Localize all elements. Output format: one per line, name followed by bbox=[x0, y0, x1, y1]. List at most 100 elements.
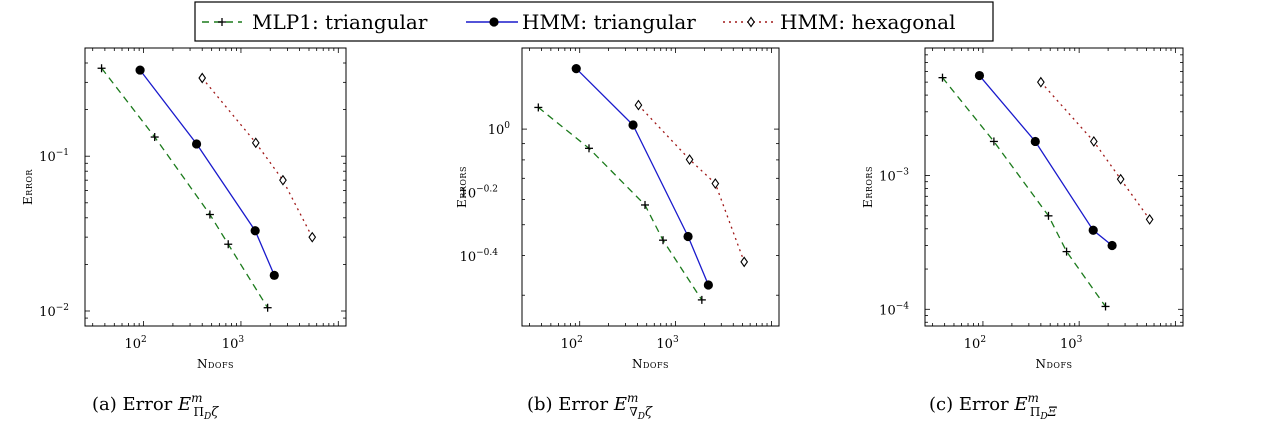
data-point bbox=[205, 210, 214, 219]
series-2 bbox=[571, 64, 713, 290]
data-point bbox=[308, 231, 317, 243]
data-point bbox=[1036, 76, 1045, 88]
series-1 bbox=[97, 64, 272, 312]
caption-3: (c) Error Em ΠDΞ bbox=[929, 391, 1058, 422]
plot-frame bbox=[84, 47, 347, 327]
caption-subsub: D bbox=[203, 412, 211, 422]
caption-subsub: D bbox=[637, 412, 645, 422]
caption-2: (b) Error Em ∇Dζ bbox=[527, 391, 653, 422]
data-point bbox=[1107, 240, 1117, 251]
data-point bbox=[641, 200, 650, 209]
x-tick-label: 103 bbox=[1060, 335, 1083, 352]
caption-subsub: D bbox=[1039, 412, 1047, 422]
data-point bbox=[1101, 302, 1110, 311]
series-line-3 bbox=[1040, 81, 1151, 220]
series-3 bbox=[1036, 76, 1154, 225]
series-line-3 bbox=[201, 77, 313, 238]
y-tick-exp: −4 bbox=[896, 301, 910, 311]
legend: MLP1: triangular HMM: triangular HMM: hexa… bbox=[194, 1, 994, 42]
caption-prefix: (c) Error bbox=[929, 394, 1014, 415]
plot-frame bbox=[924, 47, 1184, 327]
data-point bbox=[1030, 136, 1040, 147]
y-tick-label: 10−0.4 bbox=[460, 248, 499, 265]
data-point bbox=[1062, 247, 1071, 256]
series-line-1 bbox=[941, 77, 1107, 307]
data-point bbox=[279, 174, 287, 186]
data-point bbox=[697, 295, 706, 304]
caption-sup: m bbox=[191, 391, 202, 405]
data-point bbox=[1044, 211, 1053, 220]
legend-entry-3: HMM: hexagonal bbox=[723, 10, 955, 34]
data-point bbox=[974, 70, 985, 81]
data-point bbox=[703, 280, 713, 290]
y-tick-exp: −1 bbox=[56, 148, 69, 158]
y-axis-label: Errors bbox=[861, 166, 875, 208]
caption-tail: Ξ bbox=[1047, 405, 1058, 420]
x-tick-label: 103 bbox=[656, 335, 679, 352]
series-line-1 bbox=[101, 67, 269, 309]
caption-sup: m bbox=[1028, 391, 1039, 405]
x-tick-label: 103 bbox=[222, 335, 245, 352]
data-point bbox=[1116, 173, 1125, 185]
y-tick-exp: −3 bbox=[896, 168, 910, 178]
caption-tail: ζ bbox=[211, 405, 219, 420]
x-axis-label: Ndofs bbox=[632, 357, 669, 371]
legend-frame bbox=[194, 1, 994, 42]
series-line-3 bbox=[637, 104, 745, 263]
x-tick-exp: 3 bbox=[673, 335, 679, 345]
y-axis-label: Errors bbox=[455, 166, 469, 208]
x-tick-label: 102 bbox=[561, 335, 583, 352]
caption-tail: ζ bbox=[645, 405, 653, 420]
series-line-2 bbox=[978, 75, 1113, 247]
caption-sub: Π bbox=[194, 405, 204, 419]
legend-marker-1 bbox=[218, 18, 226, 26]
series-2 bbox=[974, 70, 1117, 251]
data-point bbox=[683, 231, 693, 242]
data-point bbox=[150, 133, 159, 142]
caption-sub: Π bbox=[1030, 405, 1040, 419]
data-point bbox=[97, 64, 106, 73]
y-tick-exp: −0.4 bbox=[476, 248, 498, 258]
x-tick-exp: 2 bbox=[577, 335, 583, 345]
data-point bbox=[191, 139, 202, 149]
caption-prefix: (b) Error bbox=[527, 394, 614, 415]
data-point bbox=[263, 303, 272, 312]
legend-label-3: HMM: hexagonal bbox=[780, 10, 955, 34]
data-point bbox=[938, 73, 947, 82]
chart-1: 102 103 10−1 10−2 Ndofs Error (a) Error Em ΠDζ bbox=[21, 47, 347, 422]
data-point bbox=[1145, 213, 1154, 225]
y-tick-label: 10−4 bbox=[879, 301, 909, 318]
legend-entry-1: MLP1: triangular bbox=[202, 10, 428, 34]
series-line-2 bbox=[139, 69, 275, 276]
data-point bbox=[251, 137, 260, 149]
series-3 bbox=[634, 99, 749, 268]
y-tick-exp: 0 bbox=[504, 121, 510, 131]
caption-sub: ∇ bbox=[629, 405, 637, 419]
x-tick-exp: 2 bbox=[980, 335, 986, 345]
caption-symbol: E bbox=[177, 394, 191, 415]
series-1 bbox=[938, 73, 1110, 311]
y-tick-label: 10−3 bbox=[879, 168, 909, 185]
data-point bbox=[989, 137, 998, 146]
data-point bbox=[198, 72, 207, 84]
x-axis-label: Ndofs bbox=[197, 357, 234, 371]
series-2 bbox=[135, 65, 279, 280]
data-point bbox=[685, 154, 694, 165]
data-point bbox=[571, 64, 581, 74]
x-tick-exp: 3 bbox=[238, 335, 244, 345]
data-point bbox=[224, 240, 233, 249]
legend-label-1: MLP1: triangular bbox=[252, 10, 428, 34]
legend-marker-2 bbox=[489, 17, 499, 27]
data-point bbox=[269, 270, 279, 280]
x-tick-label: 102 bbox=[124, 335, 146, 352]
caption-symbol: E bbox=[1013, 394, 1027, 415]
data-point bbox=[534, 103, 543, 112]
data-point bbox=[740, 256, 749, 268]
series-3 bbox=[198, 72, 317, 243]
x-tick-label: 102 bbox=[964, 335, 986, 352]
data-point bbox=[135, 65, 145, 75]
plot-frame bbox=[521, 47, 780, 327]
data-point bbox=[1089, 136, 1098, 147]
